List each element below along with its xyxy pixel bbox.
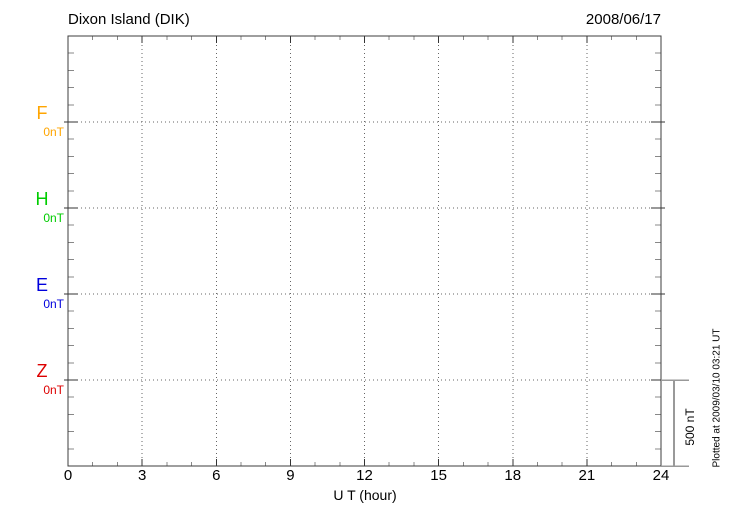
component-label-E: E [35, 275, 48, 295]
plot-date: 2008/06/17 [585, 11, 661, 28]
component-baseline-value-Z: 0nT [43, 383, 64, 397]
grid-lines [69, 37, 660, 465]
page-title: Dixon Island (DIK) [68, 11, 190, 28]
x-tick-label: 3 [137, 467, 147, 484]
x-tick-label: 9 [286, 467, 295, 484]
component-baseline-value-E: 0nT [43, 297, 64, 311]
x-tick-label: 6 [212, 467, 221, 484]
x-tick-label: 0 [63, 467, 73, 484]
component-baseline-value-F: 0nT [43, 125, 64, 139]
scale-bar [661, 379, 689, 467]
x-tick-label: 21 [578, 467, 596, 484]
plotted-at-note: Plotted at 2009/03/10 03:21 UT [711, 328, 723, 468]
component-baseline-value-H: 0nT [43, 211, 64, 225]
component-label-Z: Z [36, 361, 48, 381]
x-tick-label: 24 [652, 467, 670, 484]
scale-bar-label: 500 nT [683, 408, 697, 446]
axis-frame [67, 35, 662, 467]
x-axis-title: U T (hour) [333, 487, 397, 503]
tick-marks [64, 36, 665, 466]
component-label-F: F [36, 103, 48, 123]
component-label-H: H [35, 189, 49, 209]
x-tick-label: 12 [356, 467, 373, 484]
x-tick-label: 15 [430, 467, 447, 484]
x-tick-label: 18 [504, 467, 522, 484]
